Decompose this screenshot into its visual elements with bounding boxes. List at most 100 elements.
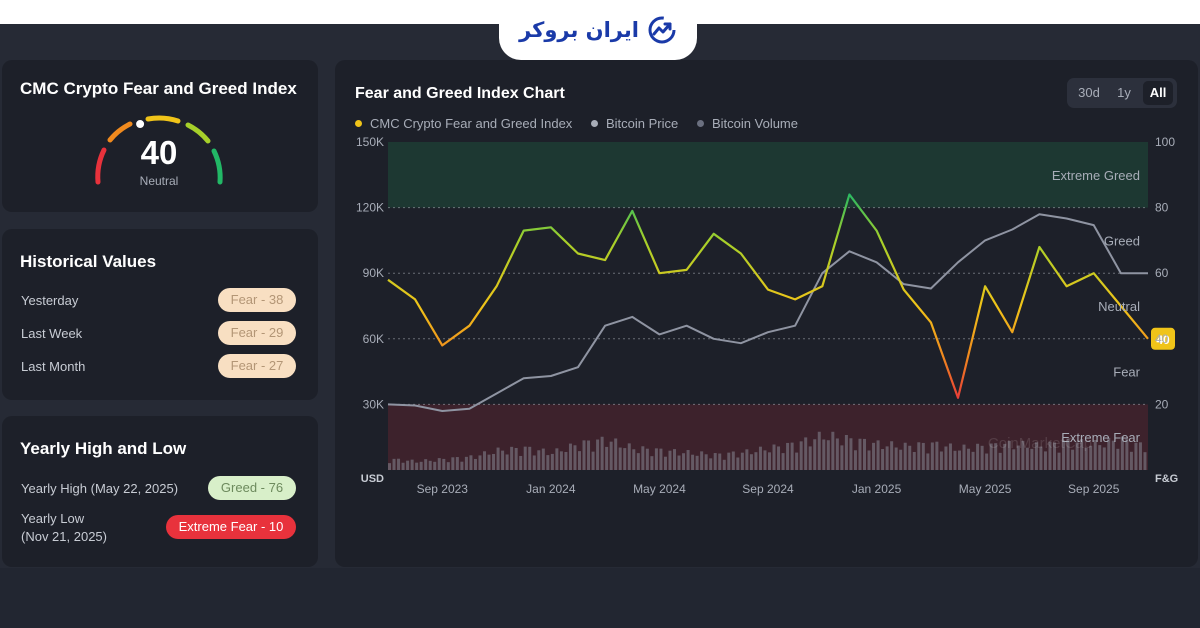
volume-bar [962, 444, 966, 470]
volume-bar [1129, 451, 1133, 470]
volume-bar [1057, 452, 1061, 470]
volume-bar [596, 439, 600, 470]
volume-bar [1048, 441, 1052, 470]
volume-bar [1102, 447, 1106, 470]
volume-bar [989, 443, 993, 470]
y-tick-label-left: 60K [363, 332, 384, 346]
chart-title: Fear and Greed Index Chart [355, 85, 565, 102]
volume-bar [1107, 437, 1111, 470]
volume-bar [1062, 440, 1066, 470]
volume-bar [704, 454, 708, 470]
zone-label: Greed [1104, 233, 1140, 248]
volume-bar [813, 439, 817, 470]
volume-bar [994, 443, 998, 470]
x-tick-label: Sep 2025 [1068, 482, 1120, 496]
volume-bar [876, 440, 880, 470]
legend-item-bitcoin-volume[interactable]: Bitcoin Volume [697, 116, 798, 131]
volume-bar [758, 446, 762, 470]
volume-bar [1016, 445, 1020, 470]
volume-bar [944, 446, 948, 470]
volume-bar [568, 443, 572, 470]
brand-logo[interactable]: ایران بروکر [499, 0, 697, 60]
zone-label: Extreme Greed [1052, 168, 1140, 183]
range-1y-button[interactable]: 1y [1117, 85, 1131, 100]
volume-bar [460, 461, 464, 470]
volume-bar [763, 450, 767, 470]
volume-bar [826, 440, 830, 470]
zone-label: Extreme Fear [1061, 430, 1140, 445]
volume-bar [948, 443, 952, 470]
volume-bar [654, 448, 658, 470]
volume-bar [1071, 449, 1075, 470]
volume-bar [632, 449, 636, 470]
historical-row-last-week-label: Last Week [21, 326, 83, 341]
volume-bar [1138, 442, 1142, 470]
volume-bar [523, 446, 527, 470]
volume-bar [1080, 439, 1084, 470]
volume-bar [749, 454, 753, 470]
volume-bar [722, 459, 726, 470]
volume-bar [863, 438, 866, 470]
volume-bar [627, 443, 631, 470]
brand-logo-text: ایران بروکر [519, 18, 639, 42]
current-value-marker [1151, 327, 1175, 350]
volume-bar [609, 441, 613, 470]
volume-bar [478, 455, 482, 470]
yearly-high-low-title: Yearly High and Low [20, 439, 187, 458]
volume-bar [917, 442, 921, 470]
volume-bar [903, 442, 907, 470]
legend-label-bitcoin-price: Bitcoin Price [606, 116, 679, 131]
gauge-status-label: Neutral [139, 174, 179, 188]
volume-bar [401, 462, 405, 470]
volume-bar [600, 436, 604, 470]
y-tick-label-left: 30K [363, 397, 384, 411]
volume-bar [908, 445, 912, 470]
legend-item-bitcoin-price[interactable]: Bitcoin Price [591, 116, 678, 131]
volume-bar [501, 450, 505, 470]
yearly-low-badge: Extreme Fear - 10 [166, 515, 296, 539]
volume-bar [799, 441, 803, 470]
volume-bar [668, 450, 672, 470]
volume-bar [1098, 445, 1102, 470]
volume-bar [541, 448, 545, 470]
volume-bar [890, 441, 894, 470]
volume-bar [849, 438, 853, 470]
volume-bar [790, 442, 794, 470]
volume-bar [781, 453, 785, 470]
x-tick-label: Sep 2023 [417, 482, 469, 496]
volume-bar [795, 452, 799, 470]
volume-bar [831, 431, 835, 470]
volume-bar [473, 458, 477, 470]
volume-bar [1075, 442, 1079, 470]
volume-bar [469, 455, 473, 470]
volume-bar [397, 458, 401, 470]
volume-bar [614, 438, 618, 470]
volume-bar [1003, 443, 1007, 470]
volume-bar [921, 442, 925, 470]
volume-bar [867, 450, 871, 470]
volume-bar [1116, 448, 1120, 470]
volume-bar [1125, 438, 1129, 470]
volume-bar [1066, 438, 1070, 470]
volume-bar [483, 451, 486, 470]
y-tick-label-right: 60 [1155, 266, 1169, 280]
legend-item-fear-greed[interactable]: CMC Crypto Fear and Greed Index [355, 116, 572, 131]
volume-bar [1007, 440, 1011, 470]
volume-bar [641, 446, 645, 470]
extreme-greed-zone [388, 142, 1148, 208]
volume-bar [899, 449, 903, 470]
volume-bar [1120, 436, 1124, 470]
x-tick-label: Jan 2025 [852, 482, 902, 496]
fear-greed-line [387, 193, 1149, 399]
volume-bar [840, 445, 844, 470]
volume-bar [804, 437, 808, 470]
range-all-button[interactable]: All [1143, 81, 1173, 105]
legend-label-fear-greed: CMC Crypto Fear and Greed Index [370, 116, 573, 131]
range-30d-button[interactable]: 30d [1078, 85, 1100, 100]
legend-dot-icon [697, 120, 704, 127]
volume-bar [736, 457, 740, 470]
volume-bar [1021, 440, 1025, 470]
volume-bar [1053, 442, 1056, 470]
volume-bar [419, 461, 423, 470]
